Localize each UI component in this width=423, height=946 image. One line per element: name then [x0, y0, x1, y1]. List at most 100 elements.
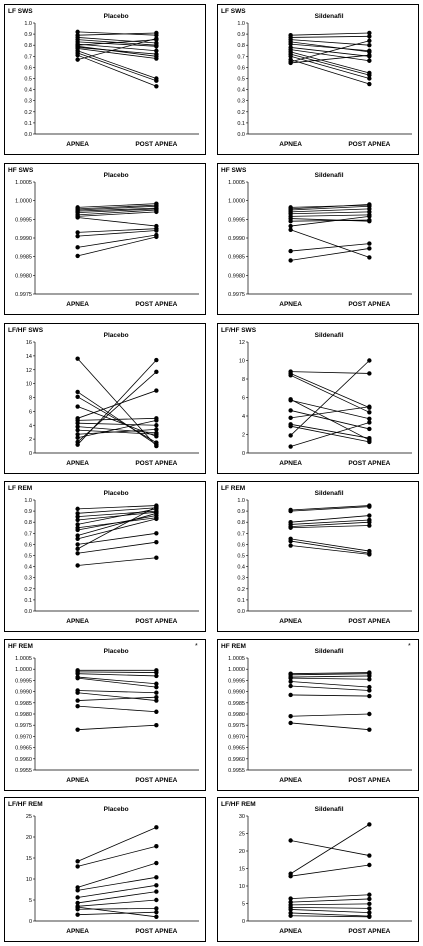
data-point [75, 895, 80, 900]
y-tick-label: 0.9965 [228, 746, 245, 752]
data-point [367, 410, 372, 415]
series-line [77, 32, 157, 36]
series-line [290, 540, 370, 554]
series-line [290, 903, 370, 906]
data-point [154, 369, 159, 375]
data-point [154, 914, 159, 919]
series-line [290, 673, 370, 676]
x-tick-label: POST APNEA [135, 460, 177, 467]
y-tick-label: 10 [26, 382, 32, 388]
y-tick-label: 8 [29, 396, 32, 402]
y-tick-label: 0.7 [237, 54, 245, 60]
chart-title: Placebo [103, 806, 129, 813]
y-tick-label: 8 [242, 377, 245, 383]
data-point [367, 513, 372, 518]
series-line [290, 229, 370, 258]
y-tick-label: 6 [29, 409, 32, 415]
y-tick-label: 0.4 [24, 88, 32, 94]
series-line [290, 243, 370, 252]
series-line [77, 911, 157, 916]
series-line [77, 39, 157, 46]
y-tick-label: 20 [239, 849, 245, 855]
y-axis-label: LF/HF SWS [8, 327, 44, 334]
series-line [290, 538, 370, 552]
data-point [75, 245, 80, 250]
y-axis-label: LF/HF SWS [221, 327, 257, 334]
y-tick-label: 0.6 [237, 65, 245, 71]
series-line [77, 48, 157, 59]
data-point [75, 253, 80, 259]
chart-svg: 0.9955 0.9960 0.9965 0.9970 0.9975 0.9980 0.99… [15, 656, 199, 784]
data-point [154, 670, 159, 675]
data-point [367, 38, 372, 43]
series-line [290, 55, 370, 79]
series-line [290, 205, 370, 211]
data-point [154, 228, 159, 233]
y-tick-label: 16 [26, 340, 32, 346]
series-line [290, 406, 370, 419]
y-tick-label: 14 [26, 354, 32, 360]
x-tick-label: APNEA [66, 460, 89, 467]
chart-panel: LF REM Sildenafil 0.0 0.1 0.2 0.3 0.4 0.5 0.6 0.7… [217, 481, 419, 632]
y-tick-label: 0.4 [24, 565, 32, 571]
data-point [75, 900, 80, 906]
data-point [367, 688, 372, 693]
y-tick-label: 0.9995 [15, 678, 32, 684]
data-point [154, 555, 159, 560]
y-tick-label: 0.9990 [15, 236, 32, 242]
data-point [367, 896, 372, 902]
series-line [77, 426, 157, 434]
data-point [75, 533, 80, 538]
data-point [75, 888, 80, 893]
series-line [290, 713, 370, 717]
data-point [367, 246, 372, 251]
data-point [367, 853, 372, 858]
y-tick-label: 0.9980 [228, 273, 245, 279]
chart-title: Sildenafil [314, 172, 344, 179]
data-point [154, 78, 159, 83]
series-line [290, 722, 370, 731]
y-tick-label: 1.0000 [15, 199, 32, 205]
series-line [290, 40, 370, 63]
data-point [367, 523, 372, 528]
y-tick-label: 25 [239, 832, 245, 838]
y-tick-label: 0.9955 [15, 768, 32, 774]
series-line [290, 909, 370, 913]
x-tick-label: POST APNEA [348, 928, 390, 935]
data-point [75, 442, 80, 447]
chart-panel: LF/HF REM Placebo 0 5 10 15 20 25 APNEA POST APNE… [4, 797, 206, 942]
series-line [77, 724, 157, 731]
y-tick-label: 0.2 [24, 587, 32, 593]
series-line [290, 399, 370, 420]
series-line [290, 545, 370, 555]
series-line [77, 507, 157, 514]
series-line [290, 219, 370, 222]
data-point [367, 255, 372, 260]
y-tick-label: 0.3 [237, 99, 245, 105]
series-line [77, 510, 157, 518]
series-line [77, 230, 157, 237]
y-tick-label: 0 [242, 451, 245, 457]
series-line [290, 374, 370, 413]
y-tick-label: 0.3 [237, 576, 245, 582]
series-line [290, 41, 370, 53]
data-point [75, 542, 80, 547]
chart-title: Sildenafil [314, 490, 344, 497]
y-tick-label: 0.2 [237, 587, 245, 593]
y-tick-label: 0.8 [237, 520, 245, 526]
series-line [77, 696, 157, 701]
y-tick-label: 1.0000 [15, 667, 32, 673]
series-line [77, 671, 157, 673]
series-line [77, 692, 157, 701]
series-line [77, 826, 157, 862]
series-line [290, 423, 370, 439]
series-line [290, 685, 370, 691]
data-point [367, 34, 372, 39]
data-point [154, 432, 159, 437]
series-line [77, 690, 157, 694]
data-point [154, 875, 159, 880]
data-point [367, 693, 372, 699]
x-tick-label: APNEA [279, 618, 302, 625]
data-point [154, 698, 159, 703]
data-point [367, 862, 372, 868]
